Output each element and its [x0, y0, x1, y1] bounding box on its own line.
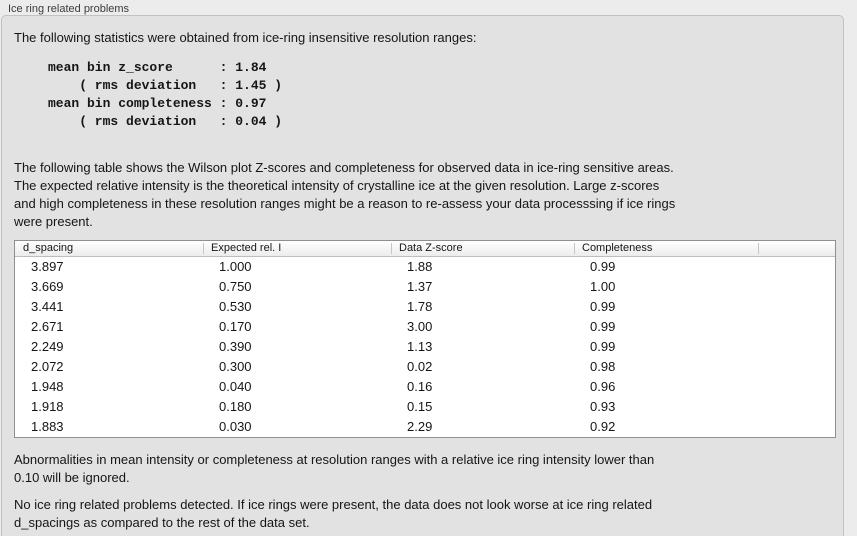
- cell-expected-rel-i: 0.180: [219, 399, 252, 414]
- panel-title: Ice ring related problems: [8, 3, 130, 15]
- table-row[interactable]: 1.883 0.030 2.29 0.92: [15, 417, 835, 437]
- table-row[interactable]: 2.671 0.170 3.00 0.99: [15, 317, 835, 337]
- cell-data-z-score: 0.02: [407, 359, 433, 374]
- table-body: 3.897 1.000 1.88 0.99 3.669 0.750 1.37 1…: [15, 257, 835, 437]
- stat-line-z-score-rms: ( rms deviation : 1.45 ): [48, 78, 283, 93]
- table-row[interactable]: 1.948 0.040 0.16 0.96: [15, 377, 835, 397]
- cell-completeness: 0.98: [590, 359, 616, 374]
- cell-filler: [758, 337, 835, 357]
- cell-completeness: 0.96: [590, 379, 616, 394]
- column-header-expected-rel-i[interactable]: Expected rel. I: [203, 241, 391, 256]
- cell-filler: [758, 417, 835, 437]
- stat-line-completeness-rms: ( rms deviation : 0.04 ): [48, 114, 283, 129]
- cell-d-spacing: 1.918: [31, 399, 64, 414]
- intro-text: The following statistics were obtained f…: [14, 30, 477, 45]
- cell-data-z-score: 1.37: [407, 279, 433, 294]
- table-row[interactable]: 3.897 1.000 1.88 0.99: [15, 257, 835, 277]
- cell-d-spacing: 1.948: [31, 379, 64, 394]
- cell-d-spacing: 3.669: [31, 279, 64, 294]
- cell-expected-rel-i: 0.170: [219, 319, 252, 334]
- cell-data-z-score: 3.00: [407, 319, 433, 334]
- cell-data-z-score: 0.15: [407, 399, 433, 414]
- ice-ring-panel: The following statistics were obtained f…: [1, 15, 844, 536]
- table-header-row: d_spacing Expected rel. I Data Z-score C…: [15, 241, 835, 257]
- table-row[interactable]: 3.441 0.530 1.78 0.99: [15, 297, 835, 317]
- cell-filler: [758, 397, 835, 417]
- cell-d-spacing: 1.883: [31, 419, 64, 434]
- cell-data-z-score: 1.88: [407, 259, 433, 274]
- cell-completeness: 0.99: [590, 319, 616, 334]
- cell-filler: [758, 357, 835, 377]
- cell-expected-rel-i: 0.390: [219, 339, 252, 354]
- ice-ring-table[interactable]: d_spacing Expected rel. I Data Z-score C…: [14, 240, 836, 438]
- stats-block: mean bin z_score : 1.84 ( rms deviation …: [48, 59, 838, 131]
- column-header-completeness[interactable]: Completeness: [574, 241, 758, 256]
- table-row[interactable]: 1.918 0.180 0.15 0.93: [15, 397, 835, 417]
- cell-data-z-score: 1.78: [407, 299, 433, 314]
- cell-completeness: 0.99: [590, 299, 616, 314]
- cell-expected-rel-i: 0.040: [219, 379, 252, 394]
- stat-line-mean-z-score: mean bin z_score : 1.84: [48, 60, 267, 75]
- cell-data-z-score: 1.13: [407, 339, 433, 354]
- cell-expected-rel-i: 0.530: [219, 299, 252, 314]
- description-text: The following table shows the Wilson plo…: [14, 160, 676, 229]
- cell-filler: [758, 277, 835, 297]
- cell-filler: [758, 377, 835, 397]
- cell-d-spacing: 2.671: [31, 319, 64, 334]
- cell-expected-rel-i: 0.030: [219, 419, 252, 434]
- cell-data-z-score: 2.29: [407, 419, 433, 434]
- cell-completeness: 0.99: [590, 259, 616, 274]
- cell-completeness: 1.00: [590, 279, 616, 294]
- table-row[interactable]: 3.669 0.750 1.37 1.00: [15, 277, 835, 297]
- cell-completeness: 0.93: [590, 399, 616, 414]
- table-row[interactable]: 2.249 0.390 1.13 0.99: [15, 337, 835, 357]
- column-header-d-spacing[interactable]: d_spacing: [23, 242, 74, 254]
- cell-data-z-score: 0.16: [407, 379, 433, 394]
- cell-d-spacing: 3.441: [31, 299, 64, 314]
- cell-filler: [758, 257, 835, 277]
- cell-completeness: 0.92: [590, 419, 616, 434]
- cell-d-spacing: 2.072: [31, 359, 64, 374]
- table-row[interactable]: 2.072 0.300 0.02 0.98: [15, 357, 835, 377]
- column-header-empty[interactable]: [758, 241, 835, 256]
- column-header-data-z-score[interactable]: Data Z-score: [391, 241, 574, 256]
- cell-expected-rel-i: 0.750: [219, 279, 252, 294]
- stat-line-mean-completeness: mean bin completeness : 0.97: [48, 96, 267, 111]
- cell-d-spacing: 3.897: [31, 259, 64, 274]
- cell-completeness: 0.99: [590, 339, 616, 354]
- conclusion-note: No ice ring related problems detected. I…: [14, 497, 653, 530]
- cell-d-spacing: 2.249: [31, 339, 64, 354]
- cell-expected-rel-i: 1.000: [219, 259, 252, 274]
- cell-filler: [758, 317, 835, 337]
- cell-filler: [758, 297, 835, 317]
- ignore-threshold-note: Abnormalities in mean intensity or compl…: [14, 452, 655, 485]
- cell-expected-rel-i: 0.300: [219, 359, 252, 374]
